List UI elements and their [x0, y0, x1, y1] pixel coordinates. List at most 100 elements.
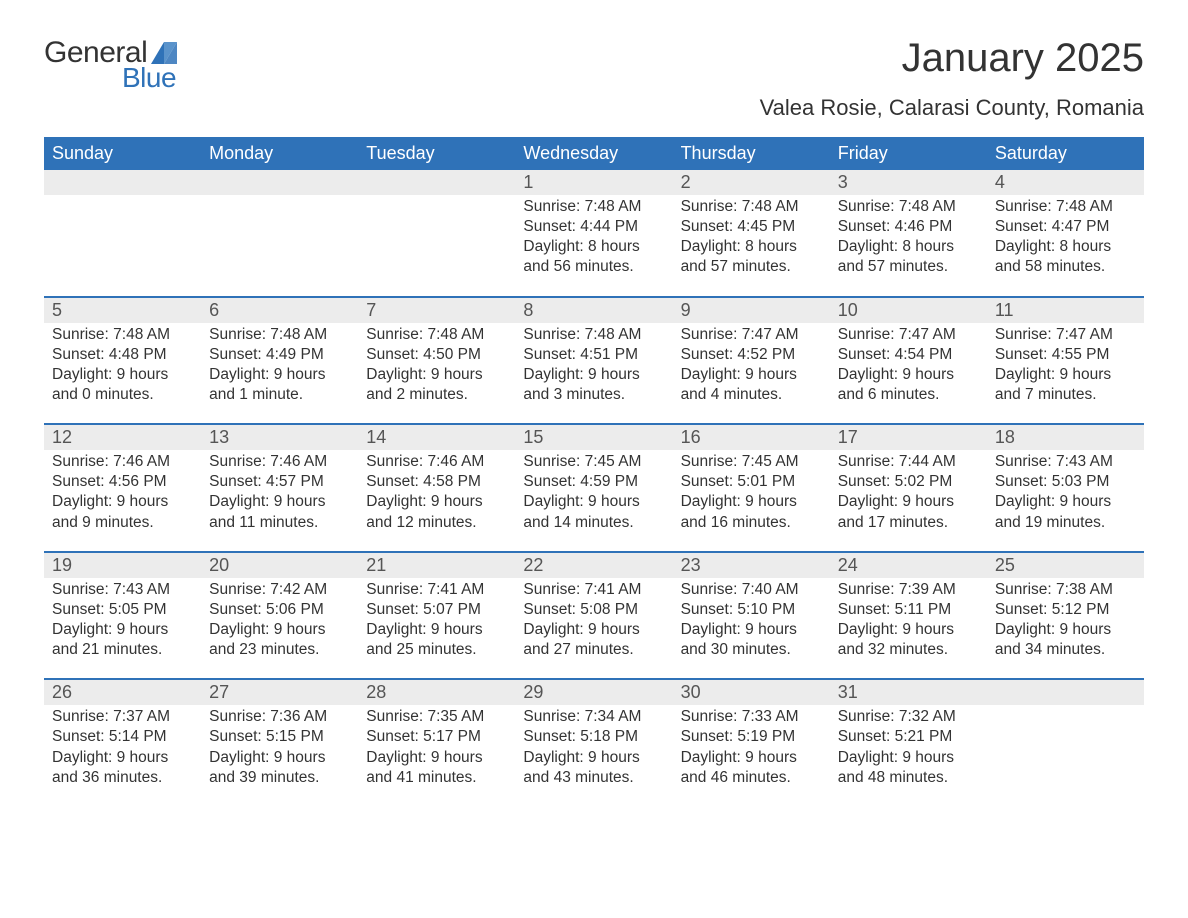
day-number: 8 [515, 298, 672, 323]
sunset-line: Sunset: 5:12 PM [995, 600, 1136, 620]
daylight-line-1: Daylight: 8 hours [681, 237, 822, 257]
dow-tuesday: Tuesday [358, 137, 515, 170]
daylight-line-1: Daylight: 9 hours [366, 365, 507, 385]
daylight-line-1: Daylight: 9 hours [681, 748, 822, 768]
week-body: Sunrise: 7:48 AMSunset: 4:48 PMDaylight:… [44, 323, 1144, 410]
daylight-line-2: and 19 minutes. [995, 513, 1136, 533]
daylight-line-2: and 7 minutes. [995, 385, 1136, 405]
sunrise-line: Sunrise: 7:46 AM [366, 452, 507, 472]
sunset-line: Sunset: 5:03 PM [995, 472, 1136, 492]
day-number: 24 [830, 553, 987, 578]
sunset-line: Sunset: 4:59 PM [523, 472, 664, 492]
sunset-line: Sunset: 5:02 PM [838, 472, 979, 492]
dow-saturday: Saturday [987, 137, 1144, 170]
title-block: January 2025 Valea Rosie, Calarasi Count… [760, 36, 1144, 121]
day-cell: Sunrise: 7:48 AMSunset: 4:51 PMDaylight:… [515, 323, 672, 410]
sunrise-line: Sunrise: 7:48 AM [523, 325, 664, 345]
day-number: 9 [673, 298, 830, 323]
sunrise-line: Sunrise: 7:39 AM [838, 580, 979, 600]
sunrise-line: Sunrise: 7:43 AM [995, 452, 1136, 472]
day-cell: Sunrise: 7:42 AMSunset: 5:06 PMDaylight:… [201, 578, 358, 665]
sunset-line: Sunset: 5:10 PM [681, 600, 822, 620]
day-cell: Sunrise: 7:33 AMSunset: 5:19 PMDaylight:… [673, 705, 830, 792]
daylight-line-2: and 56 minutes. [523, 257, 664, 277]
daylight-line-1: Daylight: 9 hours [681, 492, 822, 512]
sunrise-line: Sunrise: 7:46 AM [52, 452, 193, 472]
daylight-line-2: and 57 minutes. [838, 257, 979, 277]
day-cell: Sunrise: 7:48 AMSunset: 4:49 PMDaylight:… [201, 323, 358, 410]
daynum-strip: 567891011 [44, 298, 1144, 323]
sunset-line: Sunset: 4:58 PM [366, 472, 507, 492]
day-cell: Sunrise: 7:45 AMSunset: 5:01 PMDaylight:… [673, 450, 830, 537]
sunrise-line: Sunrise: 7:45 AM [681, 452, 822, 472]
daylight-line-1: Daylight: 9 hours [366, 748, 507, 768]
day-number: 20 [201, 553, 358, 578]
sunset-line: Sunset: 5:06 PM [209, 600, 350, 620]
daylight-line-2: and 43 minutes. [523, 768, 664, 788]
daylight-line-2: and 0 minutes. [52, 385, 193, 405]
sunset-line: Sunset: 4:45 PM [681, 217, 822, 237]
day-of-week-header: SundayMondayTuesdayWednesdayThursdayFrid… [44, 137, 1144, 170]
daylight-line-1: Daylight: 9 hours [52, 620, 193, 640]
header: General Blue January 2025 Valea Rosie, C… [44, 36, 1144, 121]
sunrise-line: Sunrise: 7:46 AM [209, 452, 350, 472]
daylight-line-1: Daylight: 9 hours [838, 492, 979, 512]
day-number: 25 [987, 553, 1144, 578]
daylight-line-2: and 4 minutes. [681, 385, 822, 405]
sunset-line: Sunset: 4:54 PM [838, 345, 979, 365]
daylight-line-2: and 3 minutes. [523, 385, 664, 405]
day-number: 14 [358, 425, 515, 450]
day-cell [201, 195, 358, 282]
day-cell: Sunrise: 7:46 AMSunset: 4:58 PMDaylight:… [358, 450, 515, 537]
week-body: Sunrise: 7:37 AMSunset: 5:14 PMDaylight:… [44, 705, 1144, 792]
daylight-line-1: Daylight: 9 hours [52, 365, 193, 385]
daylight-line-1: Daylight: 9 hours [523, 620, 664, 640]
week-row: 19202122232425Sunrise: 7:43 AMSunset: 5:… [44, 551, 1144, 665]
sunrise-line: Sunrise: 7:47 AM [681, 325, 822, 345]
sunrise-line: Sunrise: 7:48 AM [838, 197, 979, 217]
daylight-line-2: and 1 minute. [209, 385, 350, 405]
sunset-line: Sunset: 5:18 PM [523, 727, 664, 747]
sunrise-line: Sunrise: 7:37 AM [52, 707, 193, 727]
day-number [201, 170, 358, 195]
daylight-line-2: and 46 minutes. [681, 768, 822, 788]
daylight-line-2: and 57 minutes. [681, 257, 822, 277]
day-number: 22 [515, 553, 672, 578]
sunset-line: Sunset: 5:05 PM [52, 600, 193, 620]
sunset-line: Sunset: 5:08 PM [523, 600, 664, 620]
sunrise-line: Sunrise: 7:47 AM [995, 325, 1136, 345]
day-number: 18 [987, 425, 1144, 450]
day-number: 31 [830, 680, 987, 705]
daylight-line-1: Daylight: 8 hours [995, 237, 1136, 257]
day-cell: Sunrise: 7:48 AMSunset: 4:50 PMDaylight:… [358, 323, 515, 410]
dow-friday: Friday [830, 137, 987, 170]
sunset-line: Sunset: 4:44 PM [523, 217, 664, 237]
sunset-line: Sunset: 5:19 PM [681, 727, 822, 747]
day-number: 16 [673, 425, 830, 450]
day-number: 29 [515, 680, 672, 705]
sunrise-line: Sunrise: 7:43 AM [52, 580, 193, 600]
daylight-line-1: Daylight: 9 hours [366, 620, 507, 640]
day-cell: Sunrise: 7:37 AMSunset: 5:14 PMDaylight:… [44, 705, 201, 792]
day-cell: Sunrise: 7:46 AMSunset: 4:56 PMDaylight:… [44, 450, 201, 537]
day-cell: Sunrise: 7:32 AMSunset: 5:21 PMDaylight:… [830, 705, 987, 792]
daylight-line-2: and 30 minutes. [681, 640, 822, 660]
sunset-line: Sunset: 4:51 PM [523, 345, 664, 365]
day-cell: Sunrise: 7:36 AMSunset: 5:15 PMDaylight:… [201, 705, 358, 792]
daylight-line-1: Daylight: 9 hours [995, 620, 1136, 640]
sunrise-line: Sunrise: 7:40 AM [681, 580, 822, 600]
week-row: 12131415161718Sunrise: 7:46 AMSunset: 4:… [44, 423, 1144, 537]
day-cell: Sunrise: 7:46 AMSunset: 4:57 PMDaylight:… [201, 450, 358, 537]
daynum-strip: 1234 [44, 170, 1144, 195]
day-cell: Sunrise: 7:47 AMSunset: 4:55 PMDaylight:… [987, 323, 1144, 410]
daylight-line-2: and 27 minutes. [523, 640, 664, 660]
sunrise-line: Sunrise: 7:48 AM [523, 197, 664, 217]
day-number: 28 [358, 680, 515, 705]
daylight-line-1: Daylight: 9 hours [838, 748, 979, 768]
day-number: 27 [201, 680, 358, 705]
day-number: 10 [830, 298, 987, 323]
day-cell: Sunrise: 7:39 AMSunset: 5:11 PMDaylight:… [830, 578, 987, 665]
sunrise-line: Sunrise: 7:48 AM [209, 325, 350, 345]
daylight-line-1: Daylight: 8 hours [523, 237, 664, 257]
sunrise-line: Sunrise: 7:48 AM [366, 325, 507, 345]
